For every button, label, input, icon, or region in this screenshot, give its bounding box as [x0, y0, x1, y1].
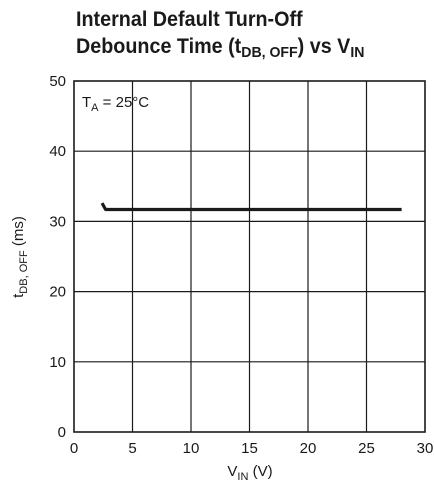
y-tick-label-50: 50 — [49, 73, 66, 90]
y-tick-label-20: 20 — [49, 284, 66, 301]
y-tick-label-40: 40 — [49, 143, 66, 160]
chart-title-line-1: Internal Default Turn-Off — [76, 8, 303, 31]
x-tick-label-0: 0 — [70, 440, 78, 457]
series-layer — [100, 202, 402, 212]
series-line-0 — [100, 202, 402, 212]
y-tick-label-10: 10 — [49, 354, 66, 371]
tick-labels: 0 5 10 15 20 25 30 0 10 20 30 40 50 — [49, 73, 433, 457]
y-tick-label-30: 30 — [49, 213, 66, 230]
x-tick-label-20: 20 — [300, 440, 317, 457]
x-tick-label-30: 30 — [417, 440, 434, 457]
x-tick-label-25: 25 — [358, 440, 375, 457]
x-axis-label: VIN (V) — [227, 463, 272, 483]
y-axis-label: tDB, OFF (ms) — [10, 216, 30, 298]
plot-frame — [73, 80, 426, 433]
y-tick-label-0: 0 — [58, 424, 66, 441]
chart-title-line-2: Debounce Time (tDB, OFF) vs VIN — [76, 35, 365, 61]
x-tick-label-15: 15 — [241, 440, 258, 457]
x-tick-label-10: 10 — [183, 440, 200, 457]
chart-title: Internal Default Turn-Off Debounce Time … — [76, 6, 411, 60]
annotation-temperature: TA = 25°C — [82, 94, 149, 114]
grid — [74, 81, 425, 432]
x-tick-label-5: 5 — [128, 440, 136, 457]
